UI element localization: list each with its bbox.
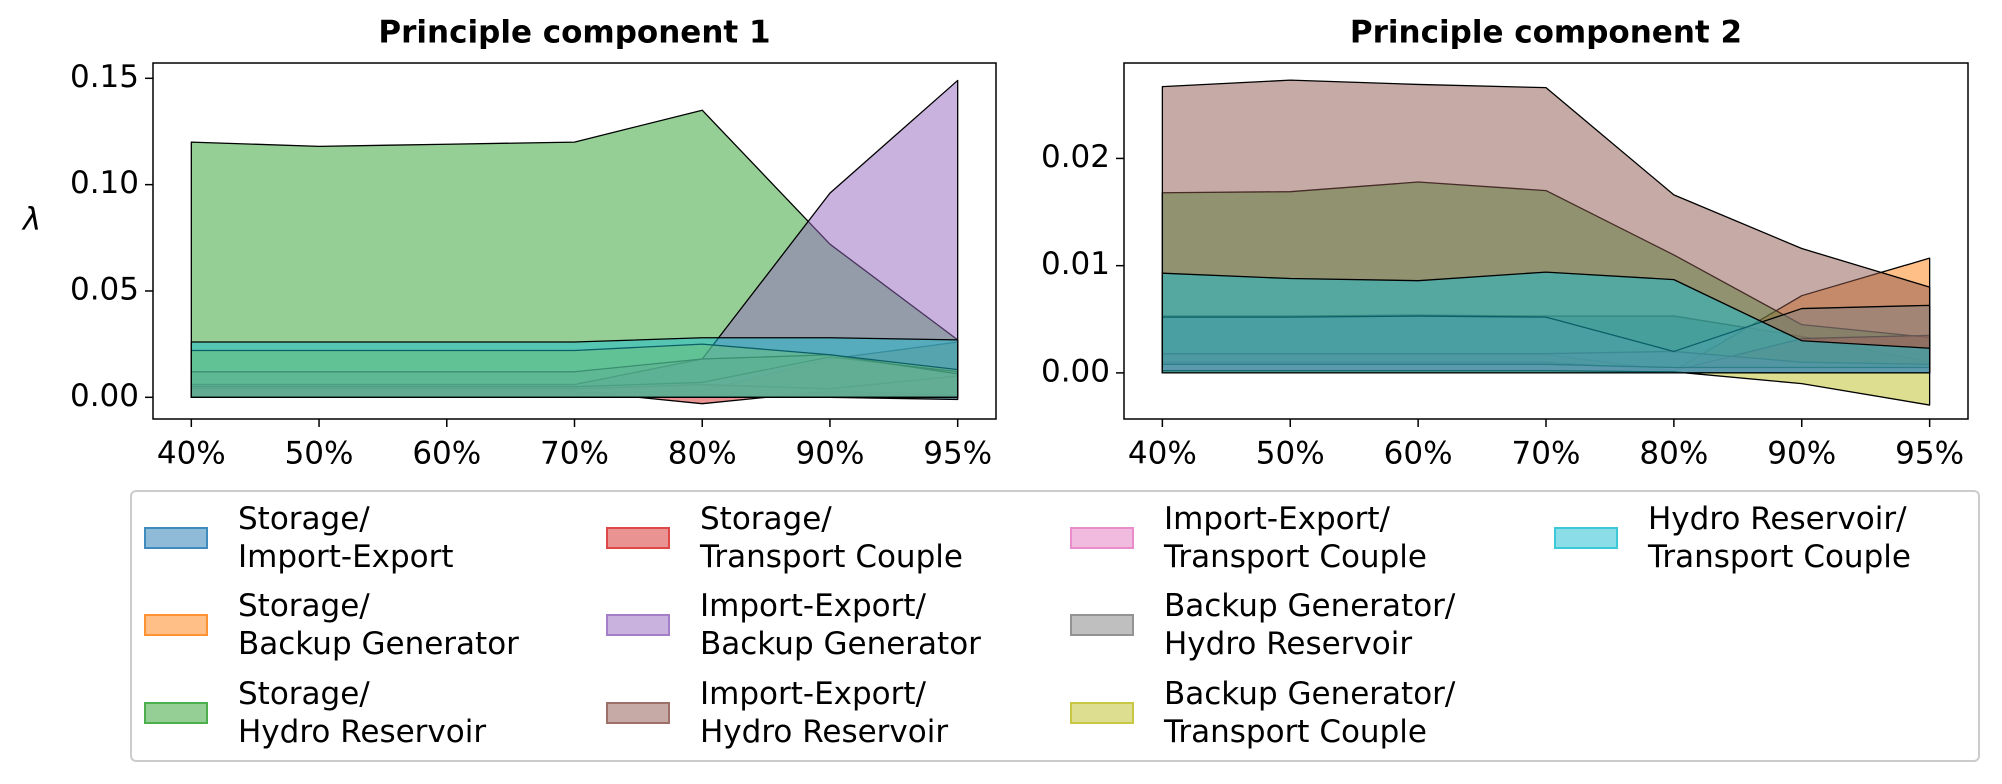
x-tick-label: 90% <box>1767 436 1836 472</box>
x-tick-label: 60% <box>1384 436 1453 472</box>
legend-entry: Import-Export/ Transport Couple <box>1070 500 1427 576</box>
x-tick-label: 40% <box>1128 436 1197 472</box>
x-tick-label: 80% <box>1639 436 1708 472</box>
legend-swatch <box>1070 702 1134 724</box>
area <box>190 337 959 398</box>
plot-area <box>190 79 959 405</box>
legend-entry: Storage/ Backup Generator <box>144 587 519 663</box>
legend-swatch <box>1070 614 1134 636</box>
legend-label: Hydro Reservoir/ Transport Couple <box>1648 501 1911 575</box>
legend-entry: Storage/ Transport Couple <box>606 500 963 576</box>
chart-title: Principle component 1 <box>378 15 770 51</box>
legend-label: Import-Export/ Transport Couple <box>1164 501 1427 575</box>
x-tick-label: 95% <box>1895 436 1964 472</box>
axes-frame <box>1123 62 1969 420</box>
area <box>1161 370 1931 406</box>
y-tick-label: 0.15 <box>70 59 139 95</box>
legend-entry: Import-Export/ Hydro Reservoir <box>606 675 948 751</box>
y-tick-label: 0.05 <box>70 271 139 307</box>
legend: Storage/ Import-Export Storage/ Backup Ge… <box>130 490 1980 762</box>
legend-swatch <box>1554 527 1618 549</box>
legend-label: Storage/ Backup Generator <box>238 588 519 662</box>
legend-swatch <box>144 527 208 549</box>
legend-label: Import-Export/ Backup Generator <box>700 588 981 662</box>
x-tick-label: 40% <box>157 436 226 472</box>
legend-swatch <box>606 702 670 724</box>
y-tick-label: 0.00 <box>70 378 139 414</box>
charts: Principle component 1 λ 0.00 0.05 0.10 0.15 40… <box>21 15 1969 472</box>
legend-swatch <box>606 614 670 636</box>
area <box>1161 271 1931 374</box>
legend-swatch <box>144 702 208 724</box>
legend-entry: Backup Generator/ Hydro Reservoir <box>1070 587 1455 663</box>
x-tick-label: 90% <box>796 436 865 472</box>
legend-swatch <box>144 614 208 636</box>
legend-entry: Storage/ Import-Export <box>144 500 454 576</box>
x-tick-label: 70% <box>1512 436 1581 472</box>
x-tick-label: 80% <box>668 436 737 472</box>
legend-swatch <box>1070 527 1134 549</box>
legend-label: Import-Export/ Hydro Reservoir <box>700 676 949 750</box>
legend-label: Backup Generator/ Transport Couple <box>1164 676 1456 750</box>
legend-label: Backup Generator/ Hydro Reservoir <box>1164 588 1456 662</box>
legend-swatch <box>606 527 670 549</box>
legend-label: Storage/ Import-Export <box>238 501 454 575</box>
x-tick-label: 50% <box>285 436 354 472</box>
y-axis-label: λ <box>21 202 41 238</box>
y-tick-label: 0.02 <box>1041 139 1110 175</box>
y-tick-label: 0.00 <box>1041 353 1110 389</box>
chart-title: Principle component 2 <box>1350 15 1742 51</box>
legend-entry: Backup Generator/ Transport Couple <box>1070 675 1455 751</box>
legend-entry: Import-Export/ Backup Generator <box>606 587 981 663</box>
y-tick-label: 0.10 <box>70 165 139 201</box>
x-tick-label: 50% <box>1256 436 1325 472</box>
legend-label: Storage/ Hydro Reservoir <box>238 676 487 750</box>
axes-frame <box>152 62 997 420</box>
plot-area <box>1161 79 1931 406</box>
x-tick-label: 95% <box>923 436 992 472</box>
legend-label: Storage/ Transport Couple <box>700 501 963 575</box>
legend-entry: Storage/ Hydro Reservoir <box>144 675 486 751</box>
x-tick-label: 60% <box>412 436 481 472</box>
legend-entry: Hydro Reservoir/ Transport Couple <box>1554 500 1911 576</box>
y-tick-label: 0.01 <box>1041 246 1110 282</box>
x-tick-label: 70% <box>540 436 609 472</box>
